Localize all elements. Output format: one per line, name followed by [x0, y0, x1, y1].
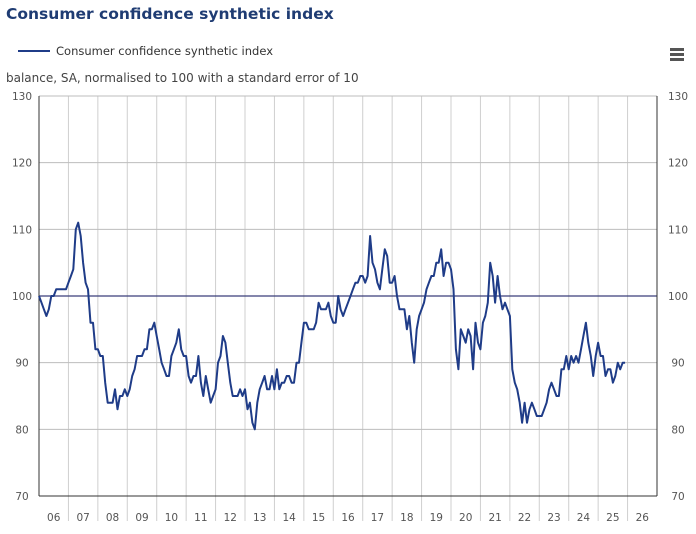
y-tick-label-right: 70 — [671, 491, 684, 503]
x-tick-label: 19 — [430, 512, 443, 524]
y-tick-label-right: 90 — [671, 358, 684, 370]
y-tick-label-left: 90 — [15, 358, 28, 370]
x-tick-label: 20 — [459, 512, 472, 524]
x-tick-label: 10 — [165, 512, 178, 524]
x-tick-label: 17 — [371, 512, 384, 524]
x-tick-label: 16 — [341, 512, 355, 524]
y-tick-label-left: 110 — [12, 224, 32, 236]
x-tick-label: 08 — [106, 512, 119, 524]
x-tick-label: 22 — [518, 512, 531, 524]
y-tick-label-left: 130 — [12, 91, 32, 103]
x-tick-label: 26 — [636, 512, 650, 524]
chart-subtitle: balance, SA, normalised to 100 with a st… — [6, 71, 359, 85]
chart-title: Consumer confidence synthetic index — [6, 5, 334, 23]
hamburger-menu-icon[interactable] — [670, 48, 684, 63]
x-tick-label: 25 — [606, 512, 619, 524]
y-tick-label-right: 80 — [671, 424, 684, 436]
legend-line-swatch — [18, 50, 50, 52]
y-tick-label-right: 110 — [668, 224, 688, 236]
y-tick-label-right: 120 — [668, 158, 688, 170]
x-tick-label: 12 — [224, 512, 237, 524]
y-tick-label-left: 70 — [15, 491, 28, 503]
y-tick-label-right: 100 — [668, 291, 688, 303]
x-tick-label: 24 — [577, 512, 591, 524]
y-tick-label-left: 80 — [15, 424, 28, 436]
legend-item[interactable]: Consumer confidence synthetic index — [18, 44, 273, 58]
y-tick-label-left: 120 — [12, 158, 32, 170]
x-tick-label: 11 — [194, 512, 207, 524]
x-tick-label: 13 — [253, 512, 266, 524]
x-tick-label: 21 — [488, 512, 501, 524]
y-tick-label-right: 130 — [668, 91, 688, 103]
x-tick-label: 23 — [547, 512, 560, 524]
x-tick-label: 06 — [47, 512, 61, 524]
series-line — [38, 221, 626, 431]
x-tick-label: 18 — [400, 512, 413, 524]
x-tick-label: 09 — [135, 512, 148, 524]
legend-label: Consumer confidence synthetic index — [56, 44, 274, 58]
x-tick-label: 07 — [76, 512, 89, 524]
x-tick-label: 15 — [312, 512, 325, 524]
y-tick-label-left: 100 — [12, 291, 32, 303]
x-tick-label: 14 — [282, 512, 296, 524]
